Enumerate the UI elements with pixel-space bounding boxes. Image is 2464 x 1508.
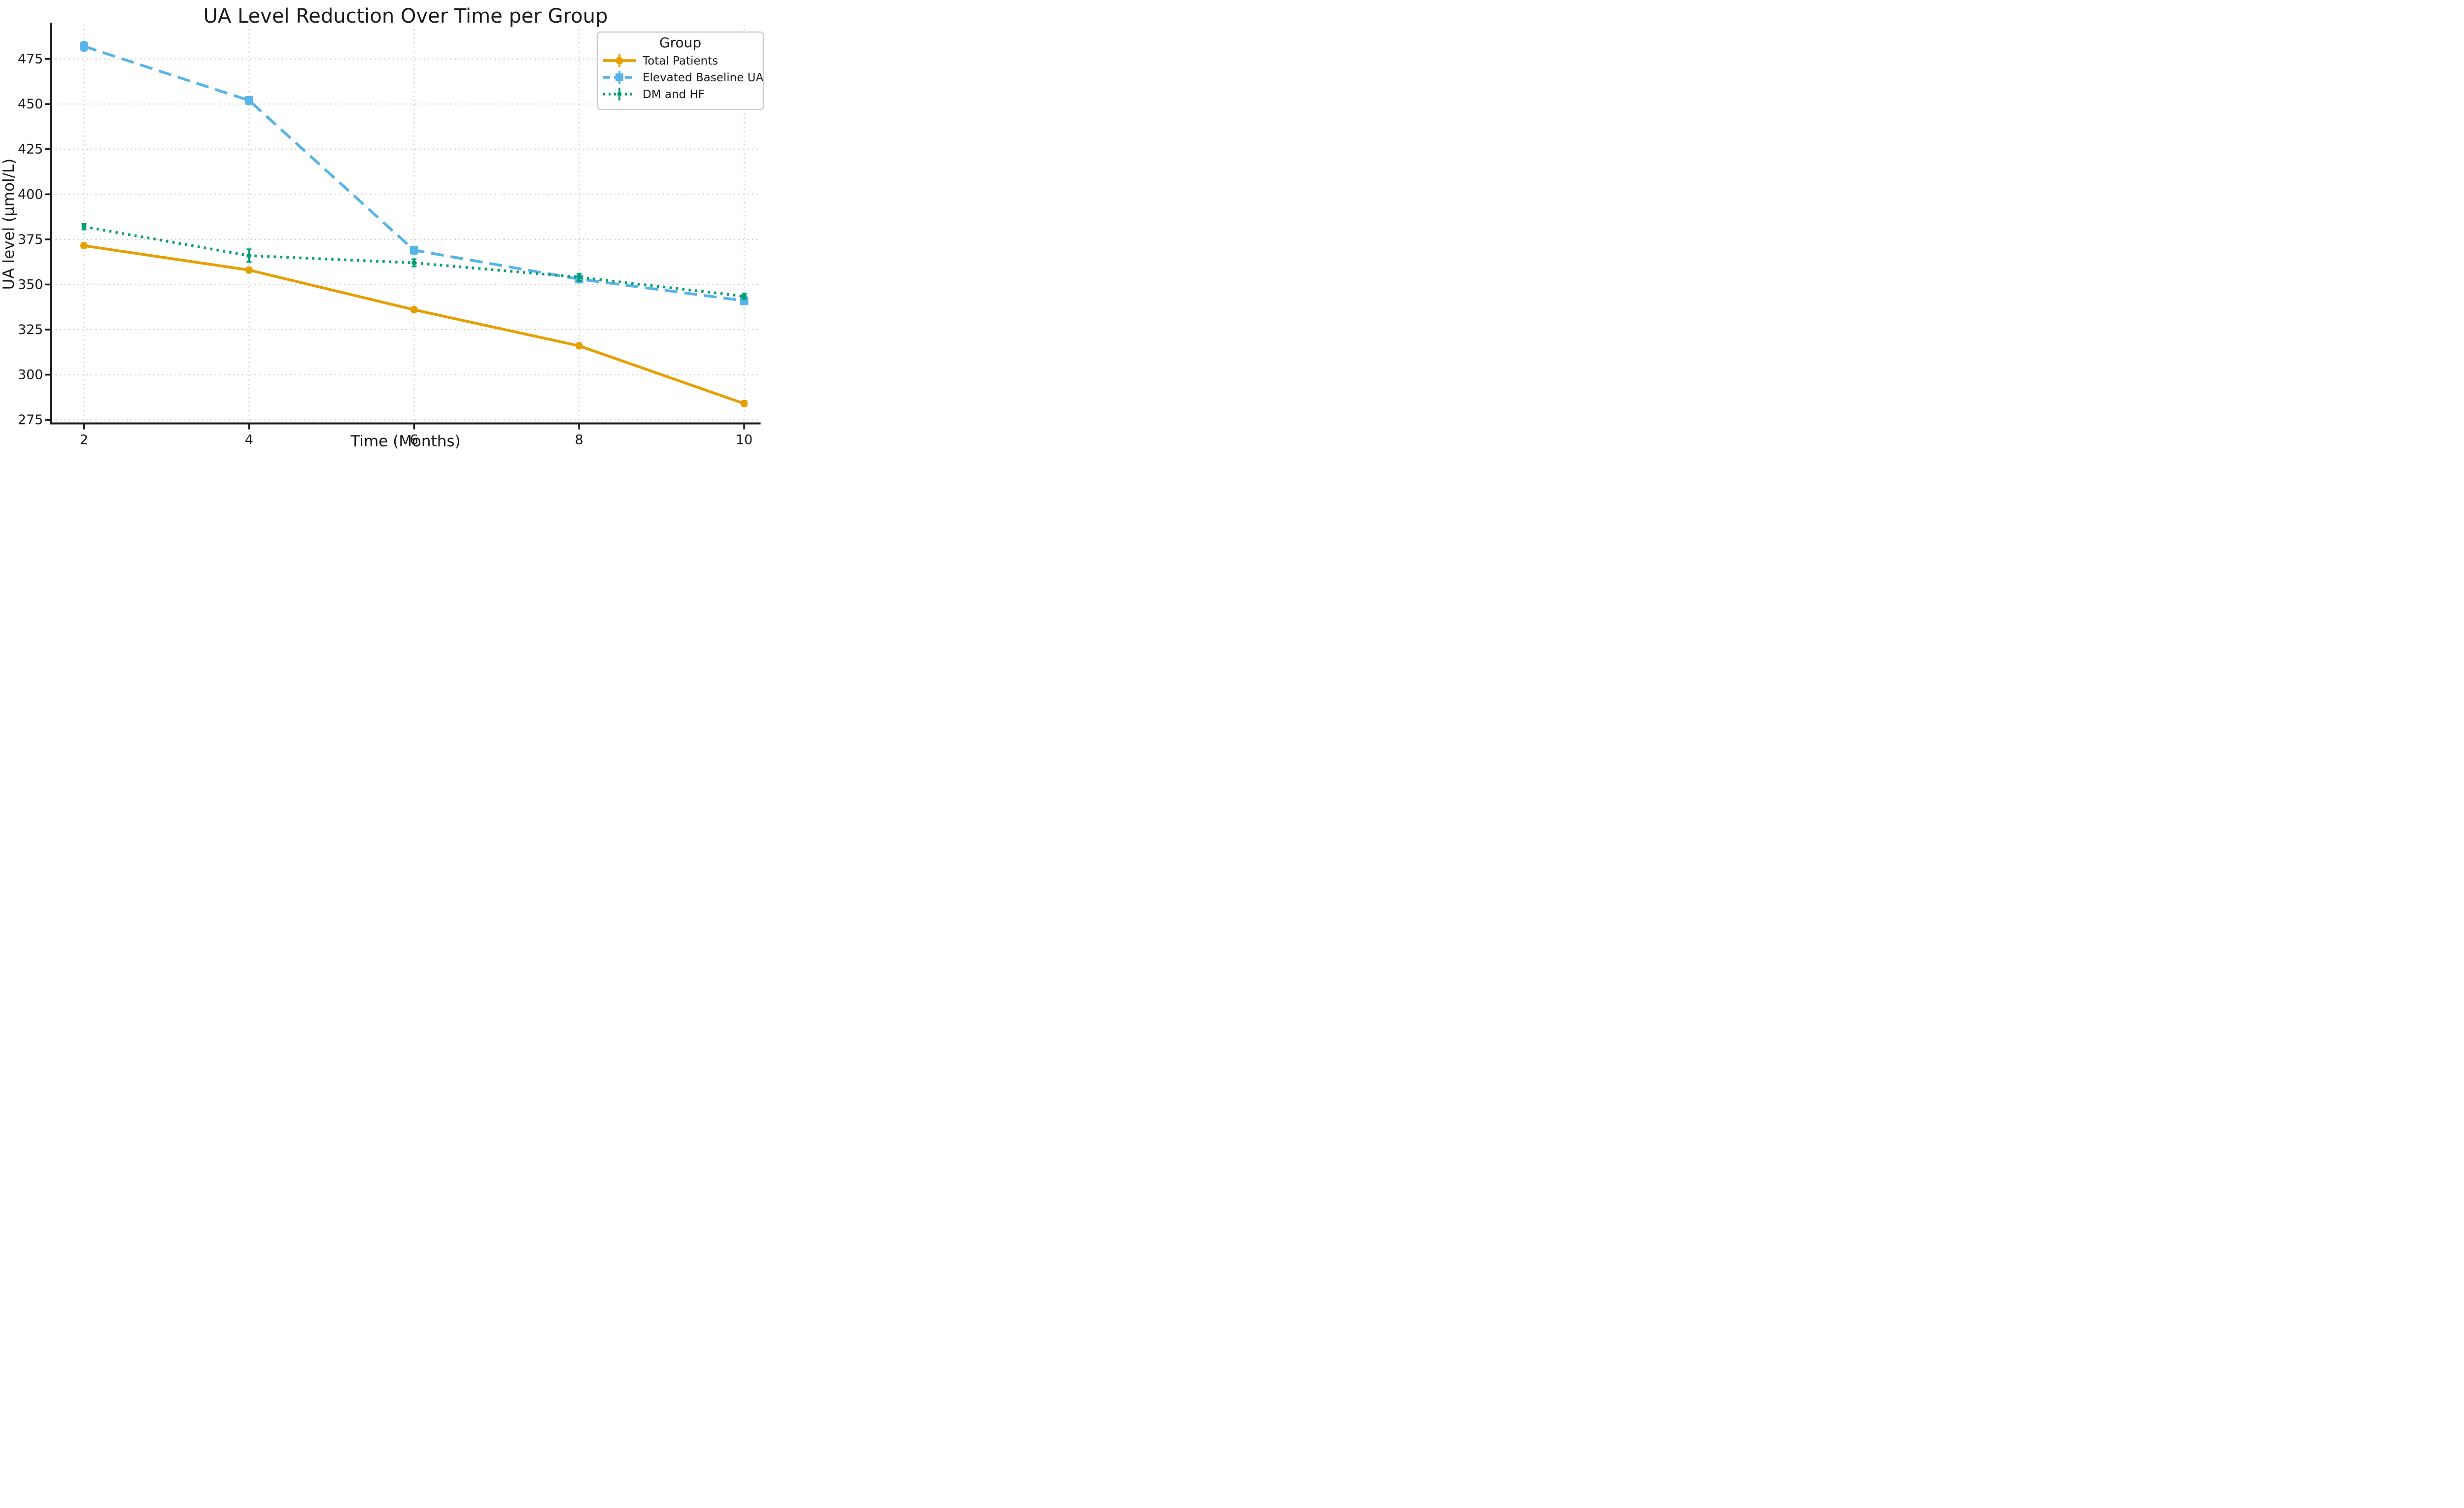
data-point-marker xyxy=(410,246,418,255)
x-axis-title: Time (Months) xyxy=(350,433,460,450)
data-point-marker xyxy=(410,306,418,314)
legend-entry-total-patients: Total Patients xyxy=(603,54,718,67)
grid-layer xyxy=(51,25,761,424)
y-tick-label: 325 xyxy=(18,322,43,337)
x-tick-label: 10 xyxy=(736,433,753,448)
x-tick-label: 8 xyxy=(575,433,583,448)
y-tick-label: 275 xyxy=(18,412,43,428)
y-axis-title: UA level (μmol/L) xyxy=(0,159,18,290)
axes-layer: 275 300 325 350 375 400 425 450 475 2 4 6 8 10 xyxy=(18,23,761,448)
figure: 275 300 325 350 375 400 425 450 475 2 4 6 8 10 UA Lev… xyxy=(0,0,768,452)
data-point-marker xyxy=(79,42,88,51)
x-tick-label: 6 xyxy=(410,433,418,448)
data-point-marker xyxy=(577,274,582,280)
x-tick-label: 4 xyxy=(245,433,253,448)
data-point-marker xyxy=(411,260,417,266)
data-point-marker xyxy=(740,400,748,407)
legend-marker-sample xyxy=(617,92,622,97)
y-tick-label: 475 xyxy=(18,52,43,67)
data-point-marker xyxy=(245,266,253,274)
x-tick-label: 2 xyxy=(80,433,88,448)
legend-frame xyxy=(596,31,764,110)
data-point-marker xyxy=(80,242,88,250)
legend: Group Total Patients Elevated Baseline UA D… xyxy=(596,31,764,110)
chart-title: UA Level Reduction Over Time per Group xyxy=(204,5,608,28)
data-point-marker xyxy=(246,253,252,258)
y-tick-label: 350 xyxy=(18,277,43,292)
series-dm-and-hf xyxy=(81,223,747,300)
y-tick-label: 400 xyxy=(18,187,43,202)
series-total-patients xyxy=(80,242,748,407)
series-layer xyxy=(79,41,749,407)
data-point-marker xyxy=(742,294,747,299)
legend-marker-sample xyxy=(616,57,623,65)
legend-entry-elevated-baseline-ua: Elevated Baseline UA xyxy=(603,71,764,84)
y-tick-label: 450 xyxy=(18,97,43,112)
y-tick-label: 300 xyxy=(18,368,43,383)
legend-label: Elevated Baseline UA xyxy=(643,71,764,84)
data-point-marker xyxy=(81,224,87,230)
y-tick-label: 425 xyxy=(18,142,43,157)
legend-label: DM and HF xyxy=(643,88,705,101)
data-point-marker xyxy=(244,96,253,105)
legend-entry-dm-and-hf: DM and HF xyxy=(603,88,705,101)
legend-title: Group xyxy=(659,34,701,51)
chart-canvas: 275 300 325 350 375 400 425 450 475 2 4 6 8 10 UA Lev… xyxy=(0,5,764,450)
data-point-marker xyxy=(575,342,583,350)
legend-label: Total Patients xyxy=(642,55,718,67)
y-tick-label: 375 xyxy=(18,232,43,247)
legend-marker-sample xyxy=(616,73,623,81)
